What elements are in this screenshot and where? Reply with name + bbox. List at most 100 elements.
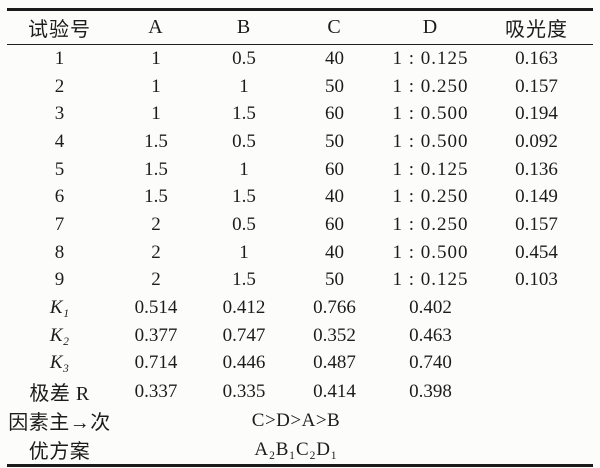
trial-number-cell: 5	[54, 158, 65, 180]
value-cell: 40	[325, 186, 344, 208]
value-cell: 1.5	[144, 186, 168, 208]
table-row: 5 1.5 1 60 1 : 0.125 0.136	[7, 156, 593, 184]
value-cell: 50	[325, 269, 344, 291]
table-row: 试验号 A B C D 吸光度	[7, 9, 593, 45]
stat-row: K₃ 0.714 0.446 0.487 0.740	[7, 350, 593, 378]
stat-row-label: 极差 R	[29, 383, 90, 406]
value-cell: 0.149	[515, 186, 558, 208]
value-cell: 1	[151, 103, 161, 125]
value-cell: 1	[151, 47, 161, 69]
value-cell: 1	[151, 75, 161, 97]
stat-value-cell: 0.414	[313, 380, 356, 402]
orthogonal-test-table: 试验号 A B C D 吸光度 1 1 0.5 40 1 : 0.125 0.163 2 1 1 50 1 :…	[7, 8, 593, 468]
value-cell: 0.157	[515, 213, 558, 235]
stat-row: K₁ 0.514 0.412 0.766 0.402	[7, 294, 593, 322]
value-cell: 0.157	[515, 75, 558, 97]
table-row: 3 1 1.5 60 1 : 0.500 0.194	[7, 100, 593, 128]
empty-cell	[480, 377, 593, 406]
header-cell: B	[200, 9, 288, 45]
value-cell: 1.5	[232, 186, 256, 208]
value-cell: 0.5	[232, 213, 256, 235]
value-cell: 1.5	[144, 158, 168, 180]
trial-number-cell: 7	[54, 213, 65, 235]
value-cell: 1	[239, 158, 249, 180]
trial-number-cell: 6	[54, 186, 65, 208]
stat-row-label: K₃	[49, 352, 70, 374]
value-cell: 60	[325, 158, 344, 180]
table-header-row: 试验号 A B C D 吸光度	[7, 9, 593, 45]
value-cell: 0.454	[515, 241, 558, 263]
value-cell: 1	[239, 241, 249, 263]
value-cell: 50	[325, 75, 344, 97]
stat-value-cell: 0.402	[409, 297, 452, 319]
table-row: 7 2 0.5 60 1 : 0.250 0.157	[7, 211, 593, 239]
table-row: 4 1.5 0.5 50 1 : 0.500 0.092	[7, 128, 593, 156]
header-cell: C	[288, 9, 381, 45]
value-cell: 50	[325, 130, 344, 152]
header-cell: 吸光度	[480, 9, 593, 45]
value-cell: 1 : 0.250	[392, 186, 469, 208]
trial-number-cell: 9	[54, 269, 65, 291]
table-row: 6 1.5 1.5 40 1 : 0.250 0.149	[7, 183, 593, 211]
stat-row: 极差 R 0.337 0.335 0.414 0.398	[7, 377, 593, 406]
value-cell: 1 : 0.125	[392, 269, 469, 291]
empty-cell	[480, 435, 593, 466]
header-cell: 试验号	[7, 9, 112, 45]
value-cell: 2	[151, 269, 161, 291]
trial-number-cell: 1	[54, 47, 65, 69]
value-cell: 0.103	[515, 269, 558, 291]
table-row: 9 2 1.5 50 1 : 0.125 0.103	[7, 267, 593, 295]
value-cell: 1.5	[232, 103, 256, 125]
stat-value-cell: 0.714	[134, 352, 178, 374]
trial-number-cell: 4	[54, 130, 65, 152]
value-cell: 1 : 0.250	[392, 213, 469, 235]
summary-row: 因素主→次 C>D>A>B	[7, 406, 593, 435]
stat-value-cell: 0.446	[222, 352, 266, 374]
stat-value-cell: 0.412	[222, 297, 266, 319]
header-cell: A	[112, 9, 200, 45]
trial-number-cell: 8	[54, 241, 65, 263]
value-cell: 40	[325, 47, 344, 69]
stat-value-cell: 0.740	[409, 352, 452, 374]
empty-cell	[480, 294, 593, 322]
stat-value-cell: 0.463	[409, 324, 452, 346]
summary-row-value: A₂B₁C₂D₁	[254, 438, 338, 460]
value-cell: 2	[151, 241, 161, 263]
stat-value-cell: 0.335	[222, 380, 266, 402]
value-cell: 0.163	[515, 47, 558, 69]
empty-cell	[480, 350, 593, 378]
value-cell: 1.5	[144, 130, 168, 152]
value-cell: 1 : 0.250	[392, 75, 469, 97]
value-cell: 1 : 0.500	[392, 130, 469, 152]
summary-row-label: 因素主→次	[8, 412, 111, 435]
summary-row-value: C>D>A>B	[251, 409, 341, 431]
table-row: 2 1 1 50 1 : 0.250 0.157	[7, 73, 593, 101]
empty-cell	[480, 322, 593, 350]
stat-value-cell: 0.337	[134, 380, 178, 402]
stat-value-cell: 0.487	[313, 352, 356, 374]
summary-row-label: 优方案	[28, 441, 91, 464]
value-cell: 0.092	[515, 130, 558, 152]
stat-value-cell: 0.377	[134, 324, 178, 346]
stat-row: K₂ 0.377 0.747 0.352 0.463	[7, 322, 593, 350]
stat-row-label: K₂	[49, 324, 70, 346]
stat-value-cell: 0.747	[222, 324, 266, 346]
stat-value-cell: 0.352	[313, 324, 356, 346]
value-cell: 1 : 0.500	[392, 241, 469, 263]
table-row: 8 2 1 40 1 : 0.500 0.454	[7, 239, 593, 267]
stat-row-label: K₁	[49, 297, 70, 319]
value-cell: 1	[239, 75, 249, 97]
stat-value-cell: 0.398	[409, 380, 452, 402]
stat-value-cell: 0.766	[313, 297, 356, 319]
value-cell: 0.136	[515, 158, 558, 180]
summary-row: 优方案 A₂B₁C₂D₁	[7, 435, 593, 466]
table-body: 1 1 0.5 40 1 : 0.125 0.163 2 1 1 50 1 : 0.250 0.157…	[7, 45, 593, 466]
value-cell: 60	[325, 103, 344, 125]
value-cell: 2	[151, 213, 161, 235]
value-cell: 1 : 0.125	[392, 47, 469, 69]
trial-number-cell: 2	[54, 75, 65, 97]
value-cell: 0.5	[232, 47, 256, 69]
header-cell: D	[381, 9, 480, 45]
value-cell: 0.194	[515, 103, 558, 125]
